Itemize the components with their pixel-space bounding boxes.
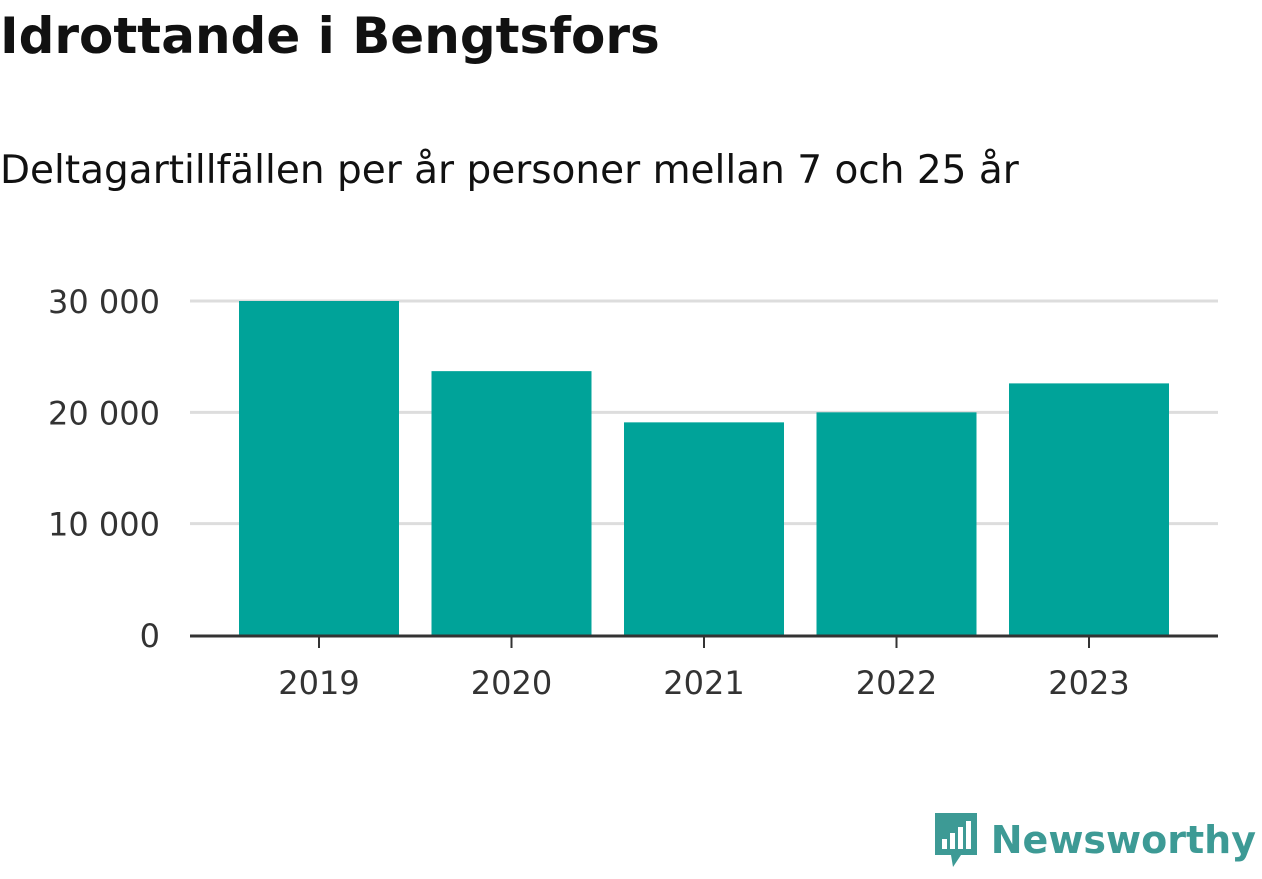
- y-tick-label: 0: [140, 617, 160, 655]
- bar: [1009, 383, 1169, 635]
- tick-labels: 0 10 000 20 000 30 000 2019 2020 2021 2022 2023: [48, 283, 1130, 702]
- axes: [190, 634, 1218, 648]
- bar: [816, 412, 977, 635]
- bar: [624, 422, 784, 635]
- brand-name: Newsworthy: [990, 818, 1256, 862]
- y-tick-label: 10 000: [48, 506, 160, 544]
- y-tick-label: 30 000: [48, 283, 160, 321]
- x-tick-label: 2022: [856, 664, 937, 702]
- x-tick-label: 2019: [278, 664, 359, 702]
- chart-title: Idrottande i Bengtsfors: [0, 7, 660, 65]
- chart-subtitle: Deltagartillfällen per år personer mella…: [0, 148, 1019, 193]
- y-tick-label: 20 000: [48, 394, 160, 432]
- x-tick-label: 2023: [1048, 664, 1129, 702]
- bar: [431, 371, 592, 635]
- x-tick-label: 2020: [471, 664, 552, 702]
- bars: [239, 301, 1169, 635]
- x-tick-label: 2021: [663, 664, 744, 702]
- bar: [239, 301, 399, 635]
- brand-logo: Newsworthy: [931, 811, 1256, 869]
- newsworthy-logo-icon: [934, 813, 977, 867]
